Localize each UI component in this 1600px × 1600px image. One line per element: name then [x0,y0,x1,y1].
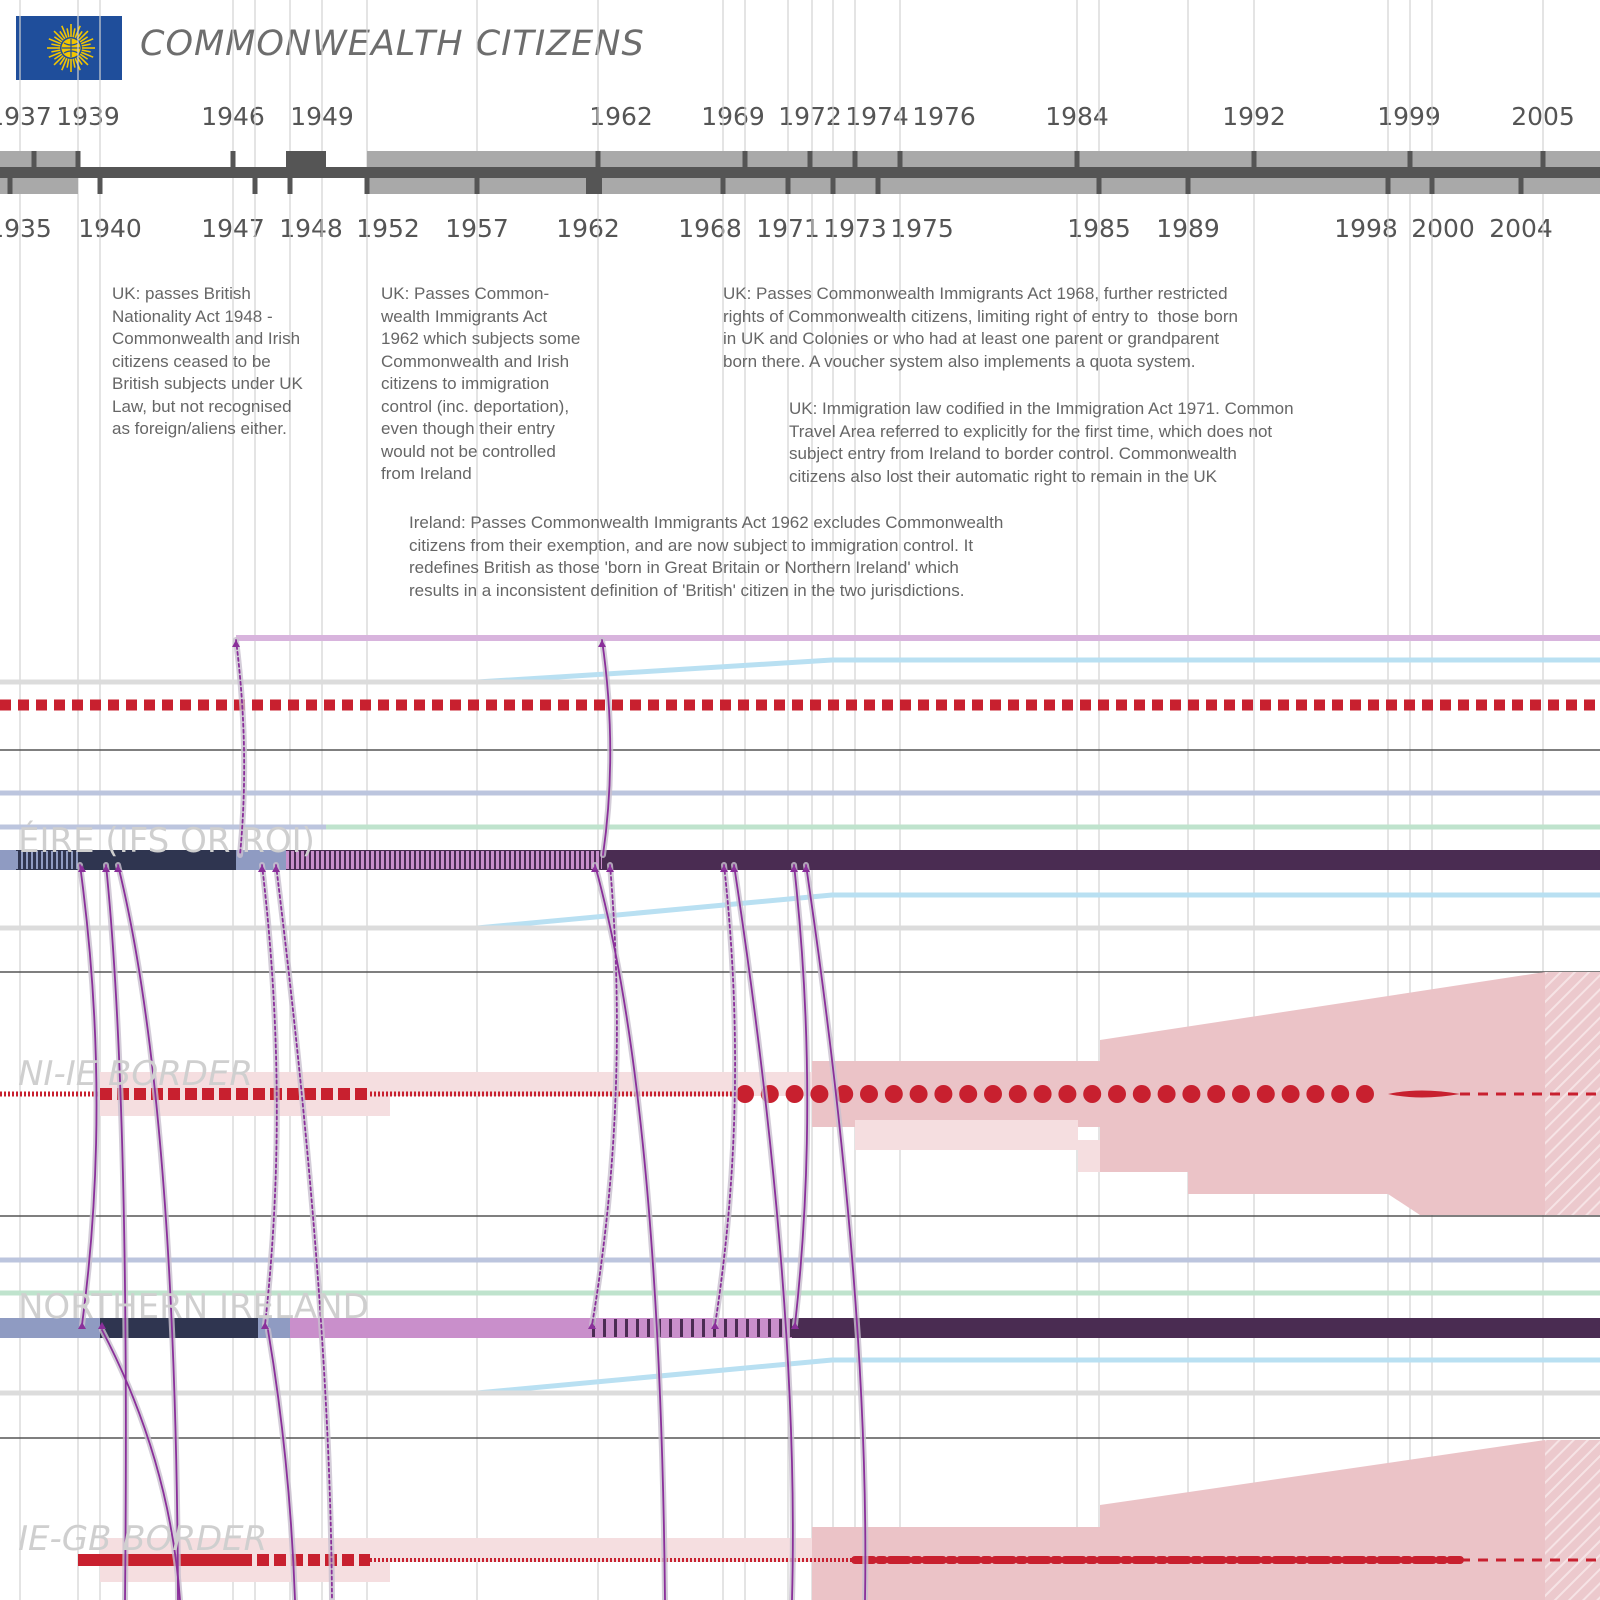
border-dot [1132,1085,1151,1103]
border-dot [736,1085,754,1103]
year-label-bottom: 2000 [1411,214,1475,243]
timeline-bar [0,151,1600,194]
year-label-top: 1939 [56,102,120,131]
arrowhead [606,865,614,872]
ie-gb-border-band [78,1440,1600,1600]
border-dot [1356,1085,1374,1103]
border-dot [1281,1085,1300,1103]
border-dot [1083,1085,1102,1103]
arrowhead [588,1322,596,1329]
year-label-bottom: 1935 [0,214,52,243]
border-dot [810,1085,829,1103]
border-dot [959,1085,978,1103]
year-label-bottom: 1940 [78,214,142,243]
border-dot [1008,1085,1027,1103]
border-dot [934,1085,953,1103]
border-dot [1331,1085,1350,1103]
commonwealth-flag-icon [16,16,122,80]
border-dot [785,1085,804,1103]
note-ireland-act-1962: Ireland: Passes Commonwealth Immigrants … [409,513,1004,600]
year-label-bottom: 1975 [890,214,954,243]
year-label-top: 1962 [589,102,653,131]
border-dot [1232,1085,1250,1103]
border-dot [909,1085,928,1103]
border-dot [984,1085,1002,1103]
arrowhead [114,865,122,872]
border-dot [1033,1085,1052,1103]
year-label-top: 1937 [0,102,52,131]
arrowhead [98,1322,106,1329]
row-label-northern-ireland: NORTHERN IRELAND [18,1287,369,1327]
note-commonwealth-immigrants-act-1962: UK: Passes Common- wealth Immigrants Act… [381,284,581,483]
arrowhead [261,1322,269,1329]
arrowhead [78,1322,86,1329]
arrowhead [790,865,798,872]
arrowhead [591,865,599,872]
note-british-nationality-act-1948: UK: passes British Nationality Act 1948 … [112,284,303,438]
arrowhead [730,865,738,872]
year-label-top: 1972 [778,102,842,131]
arrowhead [272,865,280,872]
border-dot [884,1085,903,1103]
border-dot [1256,1085,1275,1103]
border-dot [1207,1085,1226,1103]
row-label-eire: ÉIRE (IFS OR ROI) [18,821,315,861]
arrowhead [78,865,86,872]
year-label-bottom: 1998 [1334,214,1398,243]
arrowhead [598,640,606,647]
arrowhead [232,640,240,647]
border-dot [835,1085,854,1103]
arrowhead [102,865,110,872]
note-immigration-act-1971: UK: Immigration law codified in the Immi… [789,399,1294,486]
arrowhead [791,1322,799,1329]
row-label-ni-ie-border: NI-IE BORDER [18,1054,254,1094]
border-dot [1058,1085,1077,1103]
year-label-top: 1974 [845,102,909,131]
year-label-bottom: 2004 [1489,214,1553,243]
border-dot [1157,1085,1176,1103]
border-dot [1306,1085,1325,1103]
year-label-bottom: 1968 [678,214,742,243]
arrowhead [711,1322,719,1329]
arrowhead [258,865,266,872]
border-dot [860,1085,878,1103]
row-label-ie-gb-border: IE-GB BORDER [18,1519,268,1559]
page-title: COMMONWEALTH CITIZENS [140,24,645,64]
note-commonwealth-immigrants-act-1968: UK: Passes Commonwealth Immigrants Act 1… [723,284,1238,371]
ni-ie-border-band [0,972,1600,1217]
connector-arrows [77,637,869,1600]
year-label-top: 1976 [912,102,976,131]
year-label-bottom: 1962 [556,214,620,243]
arrowhead [802,865,810,872]
arrowhead [720,865,728,872]
border-dot [1108,1085,1126,1103]
border-dot [1182,1085,1201,1103]
year-label-top: 1969 [701,102,765,131]
